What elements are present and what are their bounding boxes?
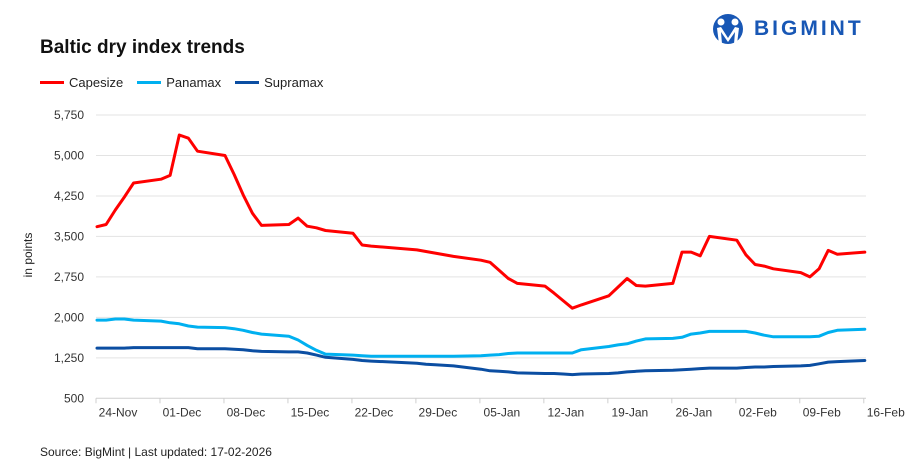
x-tick-label: 02-Feb xyxy=(739,405,777,419)
x-tick-label: 29-Dec xyxy=(419,405,458,419)
legend-label: Supramax xyxy=(264,75,324,90)
chart-title: Baltic dry index trends xyxy=(40,37,245,58)
legend-item-panamax: Panamax xyxy=(137,75,221,90)
legend-swatch-supramax xyxy=(235,81,260,84)
x-tick-label: 05-Jan xyxy=(484,405,521,419)
legend-label: Capesize xyxy=(69,75,124,90)
bigmint-emblem-icon xyxy=(713,14,743,44)
y-tick-label: 2,750 xyxy=(54,270,84,284)
y-tick-label: 5,000 xyxy=(54,148,84,162)
legend-label: Panamax xyxy=(166,75,222,90)
logo-text: BIGMINT xyxy=(754,17,864,40)
x-tick-label: 15-Dec xyxy=(291,405,330,419)
series-line-panamax xyxy=(95,317,867,358)
x-tick-label: 26-Jan xyxy=(675,405,712,419)
x-tick-label: 24-Nov xyxy=(99,405,138,419)
x-tick-label: 12-Jan xyxy=(548,405,585,419)
legend-item-capesize: Capesize xyxy=(40,75,123,90)
x-tick-label: 16-Feb xyxy=(867,405,905,419)
source-note: Source: BigMint | Last updated: 17-02-20… xyxy=(40,445,272,459)
y-tick-label: 5,750 xyxy=(54,108,84,122)
x-tick-label: 01-Dec xyxy=(163,405,202,419)
x-tick-label: 08-Dec xyxy=(227,405,266,419)
bigmint-logo: BIGMINT xyxy=(710,13,864,45)
y-tick-label: 1,250 xyxy=(54,351,84,365)
series-line-capesize xyxy=(95,133,867,310)
y-tick-label: 4,250 xyxy=(54,189,84,203)
y-tick-label: 500 xyxy=(64,391,84,405)
x-tick-label: 19-Jan xyxy=(611,405,648,419)
legend-swatch-panamax xyxy=(137,81,162,84)
y-tick-label: 3,500 xyxy=(54,229,84,243)
legend-swatch-capesize xyxy=(40,81,64,84)
x-tick-label: 22-Dec xyxy=(355,405,394,419)
series-line-supramax xyxy=(95,346,867,377)
x-tick-label: 09-Feb xyxy=(803,405,841,419)
legend-item-supramax: Supramax xyxy=(235,75,323,90)
y-tick-label: 2,000 xyxy=(54,310,84,324)
legend: Capesize Panamax Supramax xyxy=(40,75,323,90)
